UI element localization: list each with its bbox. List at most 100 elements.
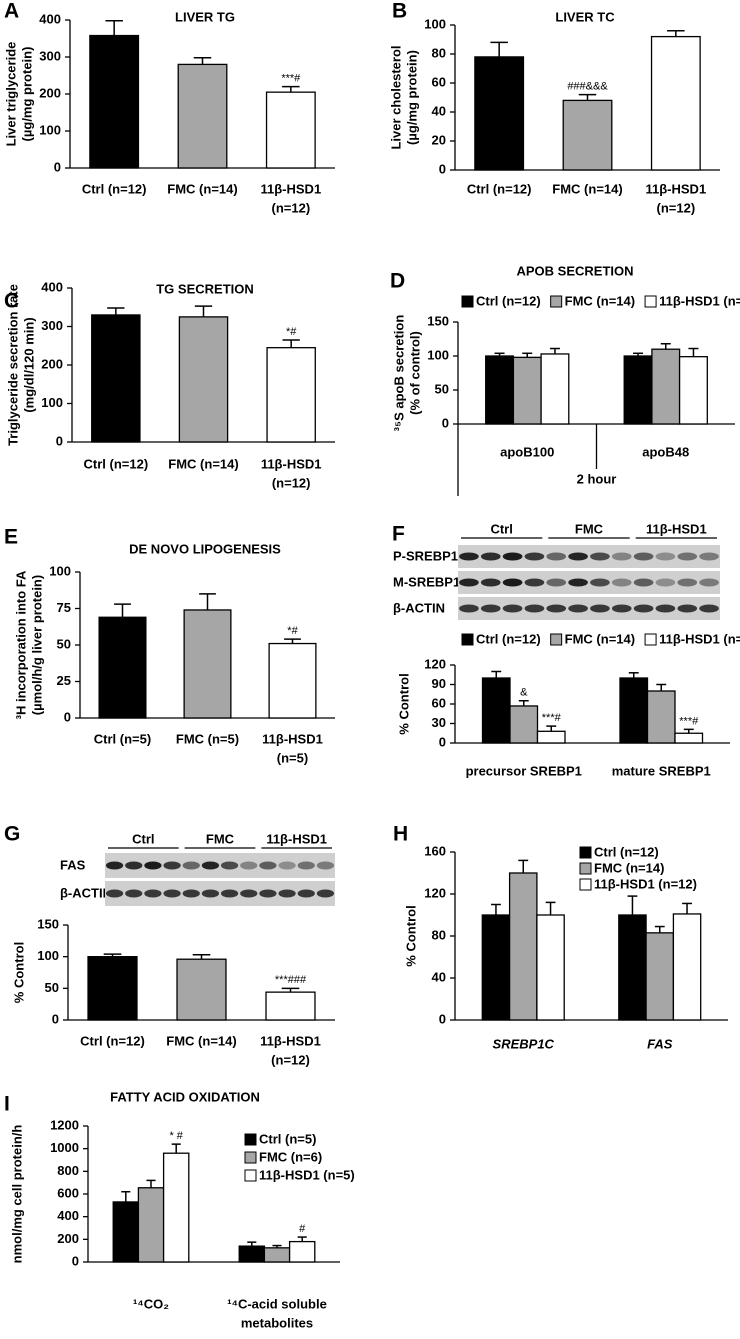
y-axis-label: (µg/mg protein) (404, 50, 419, 145)
y-axis-label: % Control (403, 905, 418, 966)
y-tick-label: 100 (37, 948, 59, 963)
legend-swatch (244, 1169, 257, 1182)
legend-label: FMC (n=14) (594, 860, 664, 875)
y-axis-label: Triglyceride secretion rate (5, 284, 20, 446)
panel-letter: I (4, 1093, 10, 1116)
y-tick-label: 100 (41, 395, 63, 410)
y-tick-label: 0 (442, 415, 449, 430)
y-tick-label: 50 (435, 381, 449, 396)
bar (98, 616, 147, 719)
x-tick-label: ¹⁴C-acid soluble (227, 1296, 327, 1311)
y-tick-label: 80 (432, 927, 446, 942)
blot-band (201, 861, 220, 870)
legend-swatch (579, 846, 592, 859)
blot-band (125, 861, 143, 870)
y-axis-label: ³⁵S apoB secretion (391, 315, 406, 432)
x-tick-label: mature SREBP1 (612, 763, 711, 778)
bar (618, 914, 647, 1021)
bar (536, 914, 565, 1021)
x-tick-label: FMC (n=14) (166, 1033, 236, 1048)
x-tick-label: Ctrl (n=12) (80, 1033, 145, 1048)
x-tick-label: (n=5) (277, 750, 308, 765)
blot-band (182, 861, 200, 870)
x-tick-label: FMC (n=14) (168, 456, 238, 471)
bar (650, 35, 701, 171)
blot-band (655, 552, 676, 561)
chart-title: DE NOVO LIPOGENESIS (129, 541, 281, 556)
y-tick-label: 0 (439, 161, 446, 176)
x-tick-label: Ctrl (n=12) (84, 456, 149, 471)
chart-title: FATTY ACID OXIDATION (110, 1089, 260, 1104)
x-tick-label: Ctrl (n=12) (82, 181, 147, 196)
blot-band (480, 604, 501, 613)
blot-band (611, 604, 632, 613)
x-tick-label: 11β-HSD1 (260, 1033, 321, 1048)
blot-strip (458, 597, 720, 620)
blot-band (524, 552, 545, 561)
y-tick-label: 200 (39, 85, 61, 100)
y-tick-label: 30 (432, 715, 446, 730)
blot-band (611, 552, 632, 561)
legend-swatch (644, 633, 657, 646)
y-tick-label: 400 (57, 1208, 79, 1223)
annotation: ###&&& (567, 81, 608, 93)
y-tick-label: 160 (424, 843, 446, 858)
x-tick-label: (n=12) (657, 200, 696, 215)
legend-swatch (579, 878, 592, 891)
bar (645, 932, 675, 1021)
blot-band (480, 552, 501, 561)
y-axis-label: % Control (11, 942, 26, 1003)
y-tick-label: 800 (57, 1163, 79, 1178)
bar (678, 356, 708, 425)
bar (562, 99, 613, 171)
y-axis-label: % Control (396, 673, 411, 734)
blot-band (259, 861, 277, 870)
bar (288, 1240, 316, 1263)
legend-swatch (550, 633, 563, 646)
chart-title: LIVER TC (555, 9, 615, 24)
y-tick-label: 50 (45, 980, 59, 995)
annotation: ***# (542, 712, 562, 724)
y-tick-label: 40 (432, 969, 446, 984)
legend-swatch (644, 295, 657, 308)
bar (646, 690, 676, 744)
x-tick-label: ¹⁴CO₂ (133, 1296, 169, 1311)
blot-band (524, 578, 545, 587)
legend-label: 11β-HSD1 (n=12) (659, 293, 740, 308)
blot-band (163, 889, 181, 898)
bar (265, 991, 316, 1021)
legend-label: 11β-HSD1 (n=5) (259, 1167, 355, 1182)
bar (263, 1247, 291, 1263)
group-label: 2 hour (577, 471, 617, 486)
panel-letter: F (392, 523, 405, 546)
x-tick-label: 11β-HSD1 (262, 731, 323, 746)
bar (91, 314, 141, 443)
blot-band (502, 604, 523, 613)
y-tick-label: 50 (57, 636, 71, 651)
y-tick-label: 120 (424, 656, 446, 671)
legend-label: Ctrl (n=12) (594, 844, 659, 859)
y-tick-label: 0 (54, 159, 61, 174)
blot-band (677, 604, 698, 613)
blot-band (546, 578, 567, 587)
blot-band (611, 578, 632, 587)
bar (183, 609, 232, 719)
bar (238, 1245, 266, 1263)
y-tick-label: 80 (432, 45, 446, 60)
y-axis-label: (mg/dl/120 min) (21, 317, 36, 412)
blot-band (459, 578, 479, 587)
legend-swatch (244, 1151, 257, 1164)
y-tick-label: 300 (39, 48, 61, 63)
blot-band (201, 889, 220, 898)
blot-band (590, 578, 610, 587)
bar (623, 355, 653, 425)
bar (162, 1152, 190, 1263)
y-tick-label: 150 (427, 313, 449, 328)
blot-strip (458, 571, 720, 594)
blot-group-label: Ctrl (490, 521, 512, 536)
annotation: # (299, 1223, 306, 1235)
legend-label: Ctrl (n=5) (259, 1131, 316, 1146)
bar (268, 642, 317, 719)
y-tick-label: 0 (52, 1011, 59, 1026)
